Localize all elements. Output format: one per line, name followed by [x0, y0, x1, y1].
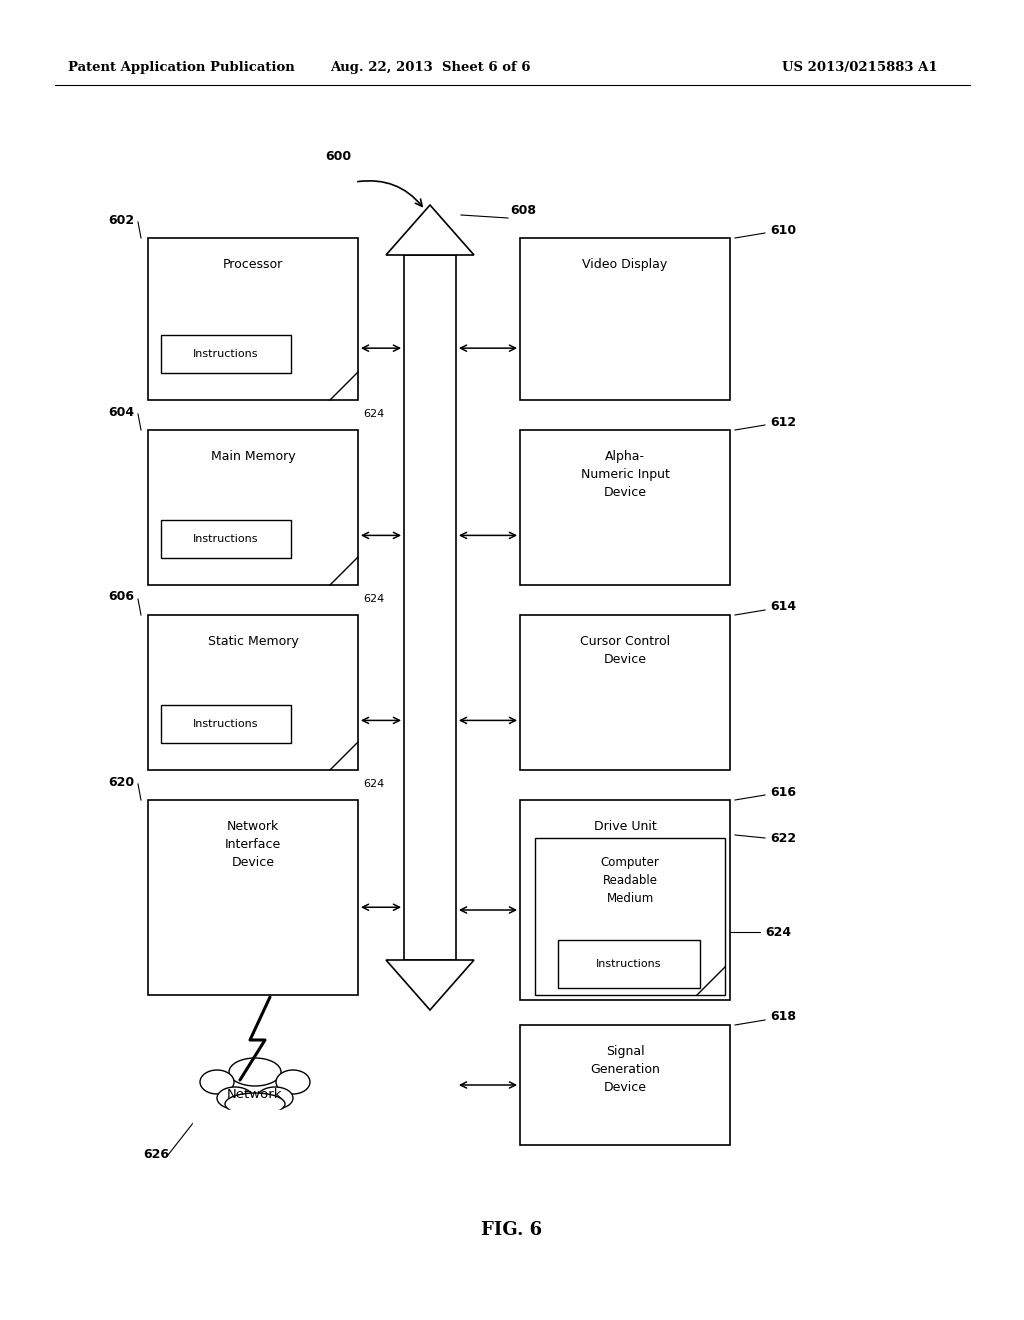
- Text: Patent Application Publication: Patent Application Publication: [68, 62, 295, 74]
- Bar: [148, 615, 358, 770]
- Text: 622: 622: [770, 832, 796, 845]
- Text: Network: Network: [227, 820, 280, 833]
- Text: Alpha-: Alpha-: [605, 450, 645, 463]
- Text: Instructions: Instructions: [193, 719, 258, 729]
- Text: Interface: Interface: [225, 838, 282, 851]
- Bar: [404, 255, 456, 960]
- Text: Instructions: Instructions: [596, 960, 662, 969]
- Text: Medium: Medium: [606, 892, 653, 906]
- Bar: [520, 1026, 730, 1144]
- Bar: [520, 238, 730, 400]
- Text: Static Memory: Static Memory: [208, 635, 298, 648]
- Text: Processor: Processor: [223, 257, 283, 271]
- Ellipse shape: [217, 1086, 253, 1109]
- Text: Numeric Input: Numeric Input: [581, 469, 670, 480]
- Bar: [161, 520, 291, 558]
- Text: 624: 624: [362, 594, 384, 605]
- Bar: [520, 430, 730, 585]
- Bar: [520, 800, 730, 1001]
- Text: Device: Device: [603, 1081, 646, 1094]
- Bar: [161, 705, 291, 743]
- Text: 600: 600: [325, 150, 351, 164]
- Text: 612: 612: [770, 416, 796, 429]
- Text: 624: 624: [362, 409, 384, 418]
- Text: Computer: Computer: [600, 855, 659, 869]
- Polygon shape: [386, 205, 474, 255]
- Ellipse shape: [257, 1086, 293, 1109]
- Text: Instructions: Instructions: [193, 535, 258, 544]
- Text: 608: 608: [510, 203, 536, 216]
- Text: FIG. 6: FIG. 6: [481, 1221, 543, 1239]
- Text: 614: 614: [770, 601, 796, 614]
- Text: Aug. 22, 2013  Sheet 6 of 6: Aug. 22, 2013 Sheet 6 of 6: [330, 62, 530, 74]
- Polygon shape: [386, 960, 474, 1010]
- Text: Video Display: Video Display: [583, 257, 668, 271]
- Text: Readable: Readable: [602, 874, 657, 887]
- Text: Network: Network: [227, 1089, 283, 1101]
- Bar: [148, 800, 358, 995]
- Text: 624: 624: [362, 779, 384, 789]
- Text: Cursor Control: Cursor Control: [580, 635, 670, 648]
- Text: 606: 606: [108, 590, 134, 603]
- Text: 616: 616: [770, 785, 796, 799]
- Text: Generation: Generation: [590, 1063, 659, 1076]
- Bar: [148, 430, 358, 585]
- Text: Device: Device: [603, 486, 646, 499]
- Ellipse shape: [225, 1093, 285, 1115]
- Text: Device: Device: [231, 855, 274, 869]
- Ellipse shape: [200, 1071, 234, 1094]
- Bar: [535, 838, 725, 995]
- Ellipse shape: [276, 1071, 310, 1094]
- Text: 620: 620: [108, 776, 134, 788]
- Text: 604: 604: [108, 405, 134, 418]
- Text: 602: 602: [108, 214, 134, 227]
- Text: Device: Device: [603, 653, 646, 667]
- Text: Drive Unit: Drive Unit: [594, 820, 656, 833]
- Text: US 2013/0215883 A1: US 2013/0215883 A1: [782, 62, 938, 74]
- Text: Main Memory: Main Memory: [211, 450, 295, 463]
- Bar: [558, 940, 700, 987]
- Ellipse shape: [229, 1059, 281, 1086]
- Bar: [520, 615, 730, 770]
- Text: 618: 618: [770, 1011, 796, 1023]
- Bar: [148, 238, 358, 400]
- Text: 626: 626: [143, 1148, 169, 1162]
- Text: Instructions: Instructions: [193, 348, 258, 359]
- Text: 624: 624: [765, 925, 792, 939]
- Text: 610: 610: [770, 223, 796, 236]
- Text: Signal: Signal: [605, 1045, 644, 1059]
- Bar: [161, 335, 291, 374]
